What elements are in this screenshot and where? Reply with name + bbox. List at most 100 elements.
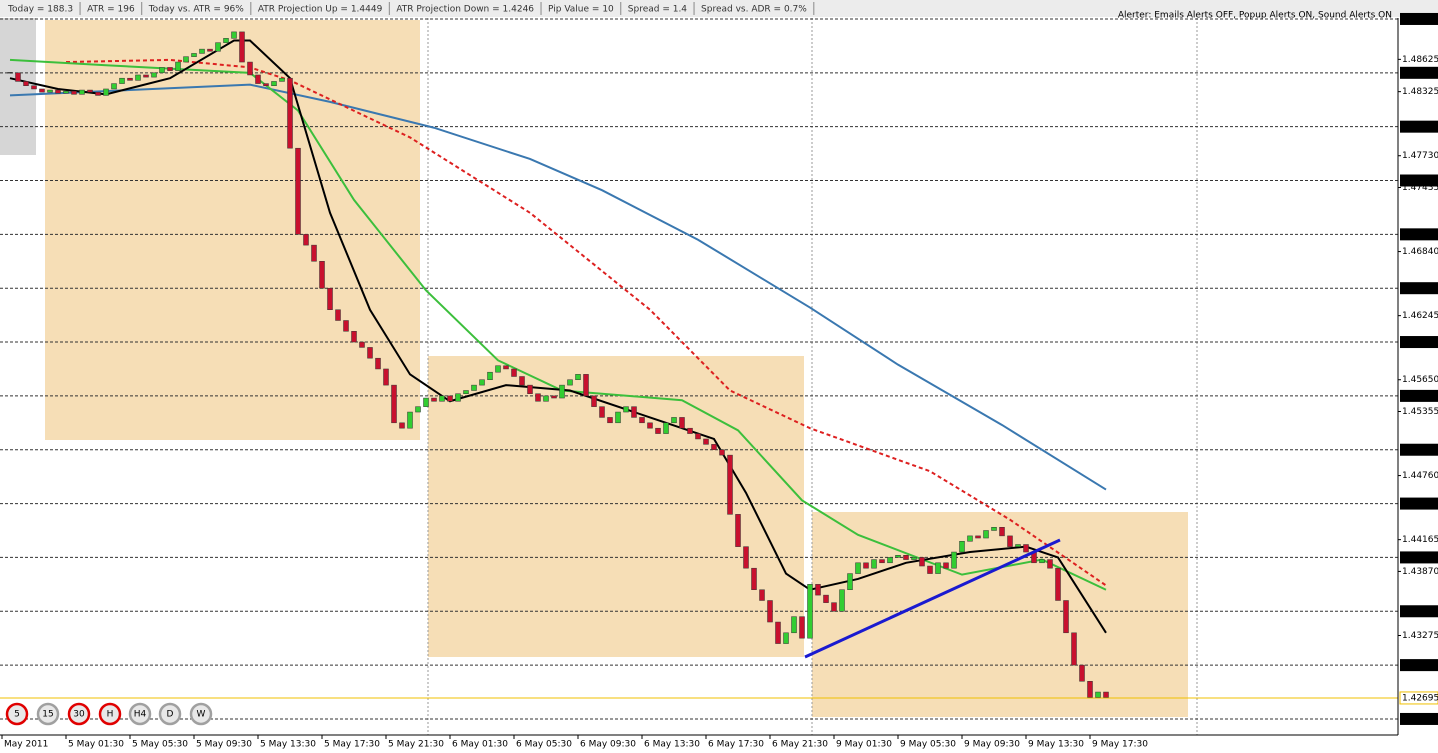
timeframe-circle[interactable] (128, 702, 152, 726)
candle-body (383, 368, 389, 386)
candle-body (359, 341, 365, 348)
timeframe-label[interactable]: 5 (14, 710, 20, 720)
candle-body (231, 31, 237, 39)
candle-body (311, 244, 317, 262)
info-item: ATR Projection Down = 1.4246 (396, 5, 534, 15)
candle-body (567, 379, 573, 386)
y-tick-box (1400, 551, 1438, 564)
candle-body (983, 530, 989, 539)
y-tick-label: 1.46500 (1402, 284, 1438, 294)
y-tick-box (1400, 497, 1438, 510)
timeframe-circle[interactable] (5, 702, 29, 726)
candle-body (391, 384, 397, 424)
candle-body (799, 616, 805, 639)
candle-body (1023, 544, 1029, 553)
x-tick-label: 5 May 09:30 (196, 740, 252, 750)
timeframe-button[interactable]: 5 (5, 702, 29, 726)
candle-body (583, 374, 589, 397)
timeframe-button[interactable]: W (189, 702, 213, 726)
candle-body (1047, 559, 1053, 569)
candle-body (519, 376, 525, 386)
timeframe-label[interactable]: W (197, 710, 206, 720)
timeframe-label[interactable]: H4 (134, 710, 147, 720)
candle-body (823, 594, 829, 603)
y-tick-label: 1.42500 (1402, 714, 1438, 724)
candle-body (607, 417, 613, 424)
info-item: Pip Value = 10 (548, 5, 614, 15)
candle-body (1071, 632, 1077, 666)
candle-body (367, 347, 373, 359)
x-tick-label: 6 May 21:30 (772, 740, 828, 750)
candle-body (1039, 559, 1045, 564)
candle-body (199, 48, 205, 54)
y-tick-label: 1.48325 (1402, 87, 1438, 97)
timeframe-circle[interactable] (158, 702, 182, 726)
candle-body (911, 557, 917, 560)
candle-body (399, 422, 405, 429)
candle-body (71, 90, 77, 95)
candle-body (191, 53, 197, 57)
session-box (45, 20, 420, 440)
timeframe-circle[interactable] (189, 702, 213, 726)
y-tick-label: 1.45000 (1402, 445, 1438, 455)
candle-body (855, 562, 861, 574)
x-tick-label: 9 May 05:30 (900, 740, 956, 750)
y-tick-label: 1.44760 (1402, 471, 1438, 481)
timeframe-button[interactable]: 15 (36, 702, 60, 726)
timeframe-label[interactable]: 30 (73, 710, 85, 720)
candle-body (615, 411, 621, 424)
timeframe-label[interactable]: 15 (42, 710, 53, 720)
candle-body (751, 567, 757, 590)
candle-body (23, 81, 29, 86)
candle-body (431, 397, 437, 402)
y-tick-label: 1.44500 (1402, 499, 1438, 509)
x-tick-label: 5 May 13:30 (260, 740, 316, 750)
candle-body (7, 72, 13, 74)
candle-body (335, 309, 341, 321)
x-tick-label: 5 May 05:30 (132, 740, 188, 750)
timeframe-circle[interactable] (67, 702, 91, 726)
x-tick-label: 6 May 01:30 (452, 740, 508, 750)
candle-body (831, 602, 837, 612)
y-tick-label: 1.48500 (1402, 68, 1438, 78)
timeframe-circle[interactable] (36, 702, 60, 726)
y-tick-label: 1.47500 (1402, 176, 1438, 186)
candle-body (927, 565, 933, 574)
current-price-box (1399, 691, 1438, 705)
candle-body (455, 393, 461, 402)
timeframe-button[interactable]: H (98, 702, 122, 726)
candle-body (671, 417, 677, 424)
timeframe-label[interactable]: H (107, 710, 114, 720)
candle-body (55, 89, 61, 94)
info-item: Today = 188.3 (7, 5, 73, 15)
x-tick-label: 5 May 17:30 (324, 740, 380, 750)
y-tick-label: 1.49000 (1402, 14, 1438, 24)
timeframe-label[interactable]: D (167, 710, 174, 720)
timeframe-button[interactable]: D (158, 702, 182, 726)
candle-body (31, 85, 37, 90)
session-box (812, 512, 1188, 717)
candle-body (87, 89, 93, 93)
timeframe-circle[interactable] (98, 702, 122, 726)
candle-body (1087, 681, 1093, 698)
candle-body (535, 393, 541, 402)
candle-body (919, 557, 925, 567)
candle-body (655, 427, 661, 434)
candle-body (735, 514, 741, 547)
y-tick-box (1400, 389, 1438, 402)
candle-body (95, 91, 101, 96)
candle-body (215, 42, 221, 52)
candles (7, 31, 1109, 698)
candle-body (871, 559, 877, 569)
candle-body (135, 74, 141, 81)
y-tick-box (1400, 174, 1438, 187)
candle-body (503, 365, 509, 370)
candle-body (279, 77, 285, 82)
candle-body (879, 559, 885, 564)
candle-body (887, 557, 893, 564)
candle-body (111, 83, 117, 90)
timeframe-button[interactable]: 30 (67, 702, 91, 726)
y-tick-label: 1.44000 (1402, 553, 1438, 563)
candle-body (727, 454, 733, 515)
timeframe-button[interactable]: H4 (128, 702, 152, 726)
